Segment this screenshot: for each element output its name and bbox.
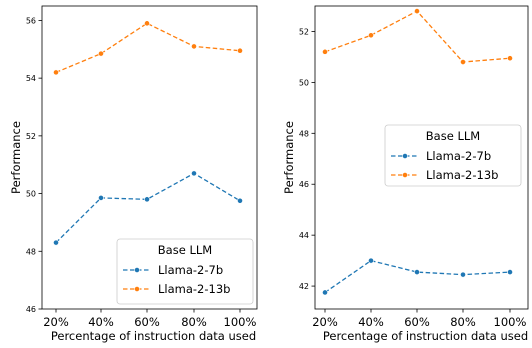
chart-panel-1: 46 48 50 52 54 56 20% 40% 60% 80% 100%Percentage o… bbox=[9, 5, 258, 343]
data-point bbox=[460, 59, 466, 65]
legend-box bbox=[116, 238, 254, 305]
legend-box bbox=[384, 124, 522, 187]
y-tick-label: 52 bbox=[299, 27, 309, 36]
y-tick-label: 42 bbox=[299, 282, 309, 291]
legend-marker bbox=[402, 153, 408, 159]
series-line-llama-2-13b bbox=[55, 22, 241, 73]
x-tick-label: 80% bbox=[181, 315, 207, 329]
series-line-llama-2-7b bbox=[55, 172, 241, 244]
x-tick-label: 40% bbox=[88, 315, 114, 329]
legend: Base LLM Llama-2-7b Llama-2-13b bbox=[116, 238, 254, 305]
x-tick-label: 100% bbox=[494, 315, 527, 329]
y-tick-label: 46 bbox=[26, 305, 36, 314]
legend-label: Llama-2-13b bbox=[158, 282, 230, 296]
x-tick-label: 20% bbox=[312, 315, 338, 329]
series-line-llama-2-7b bbox=[324, 259, 511, 293]
chart-panel-2: 42 44 46 48 50 52 20% 40% 60% 80% 100%Percentage o… bbox=[282, 5, 529, 343]
plot-frame bbox=[41, 5, 258, 310]
x-axis-title: Percentage of instruction data used bbox=[51, 329, 256, 343]
data-point bbox=[98, 50, 104, 57]
data-point bbox=[368, 32, 374, 39]
legend-marker bbox=[402, 172, 408, 178]
y-tick-label: 54 bbox=[26, 74, 36, 83]
legend-label: Llama-2-13b bbox=[426, 168, 498, 182]
legend: Base LLM Llama-2-7b Llama-2-13b bbox=[384, 124, 522, 187]
legend-title: Base LLM bbox=[426, 129, 480, 143]
legend-label: Llama-2-7b bbox=[158, 263, 223, 277]
data-point bbox=[191, 43, 197, 50]
data-point bbox=[322, 48, 328, 55]
data-point bbox=[144, 20, 150, 27]
data-point bbox=[460, 271, 466, 278]
series-line-llama-2-13b bbox=[324, 10, 511, 63]
x-tick-label: 60% bbox=[134, 315, 160, 329]
data-point bbox=[414, 8, 420, 14]
data-point bbox=[237, 197, 243, 204]
data-point bbox=[98, 194, 104, 201]
y-tick-label: 50 bbox=[26, 190, 36, 199]
data-point bbox=[53, 69, 59, 76]
legend-marker bbox=[134, 267, 140, 273]
data-point bbox=[322, 289, 328, 296]
x-tick-label: 20% bbox=[43, 315, 69, 329]
x-axis-title: Percentage of instruction data used bbox=[323, 329, 528, 343]
data-point bbox=[53, 239, 59, 246]
y-tick-label: 48 bbox=[26, 247, 36, 256]
y-tick-label: 50 bbox=[299, 78, 309, 87]
data-point bbox=[237, 47, 243, 54]
y-axis-title: Performance bbox=[282, 121, 296, 194]
y-tick-label: 52 bbox=[26, 132, 36, 141]
data-point bbox=[368, 257, 374, 264]
data-point bbox=[414, 269, 420, 275]
y-tick-label: 46 bbox=[299, 180, 309, 189]
y-tick-label: 56 bbox=[26, 16, 36, 25]
x-tick-label: 40% bbox=[358, 315, 384, 329]
x-tick-label: 80% bbox=[450, 315, 476, 329]
legend-label: Llama-2-7b bbox=[426, 149, 491, 163]
y-tick-label: 44 bbox=[299, 231, 309, 240]
legend-marker bbox=[134, 286, 140, 292]
data-point bbox=[507, 269, 513, 275]
y-tick-label: 48 bbox=[299, 129, 309, 138]
y-axis-title: Performance bbox=[9, 121, 23, 194]
x-tick-label: 60% bbox=[404, 315, 430, 329]
plot-frame bbox=[314, 5, 529, 310]
x-tick-label: 100% bbox=[224, 315, 257, 329]
legend-title: Base LLM bbox=[158, 243, 212, 257]
data-point bbox=[191, 170, 197, 177]
data-point bbox=[144, 196, 150, 203]
data-point bbox=[507, 55, 513, 62]
